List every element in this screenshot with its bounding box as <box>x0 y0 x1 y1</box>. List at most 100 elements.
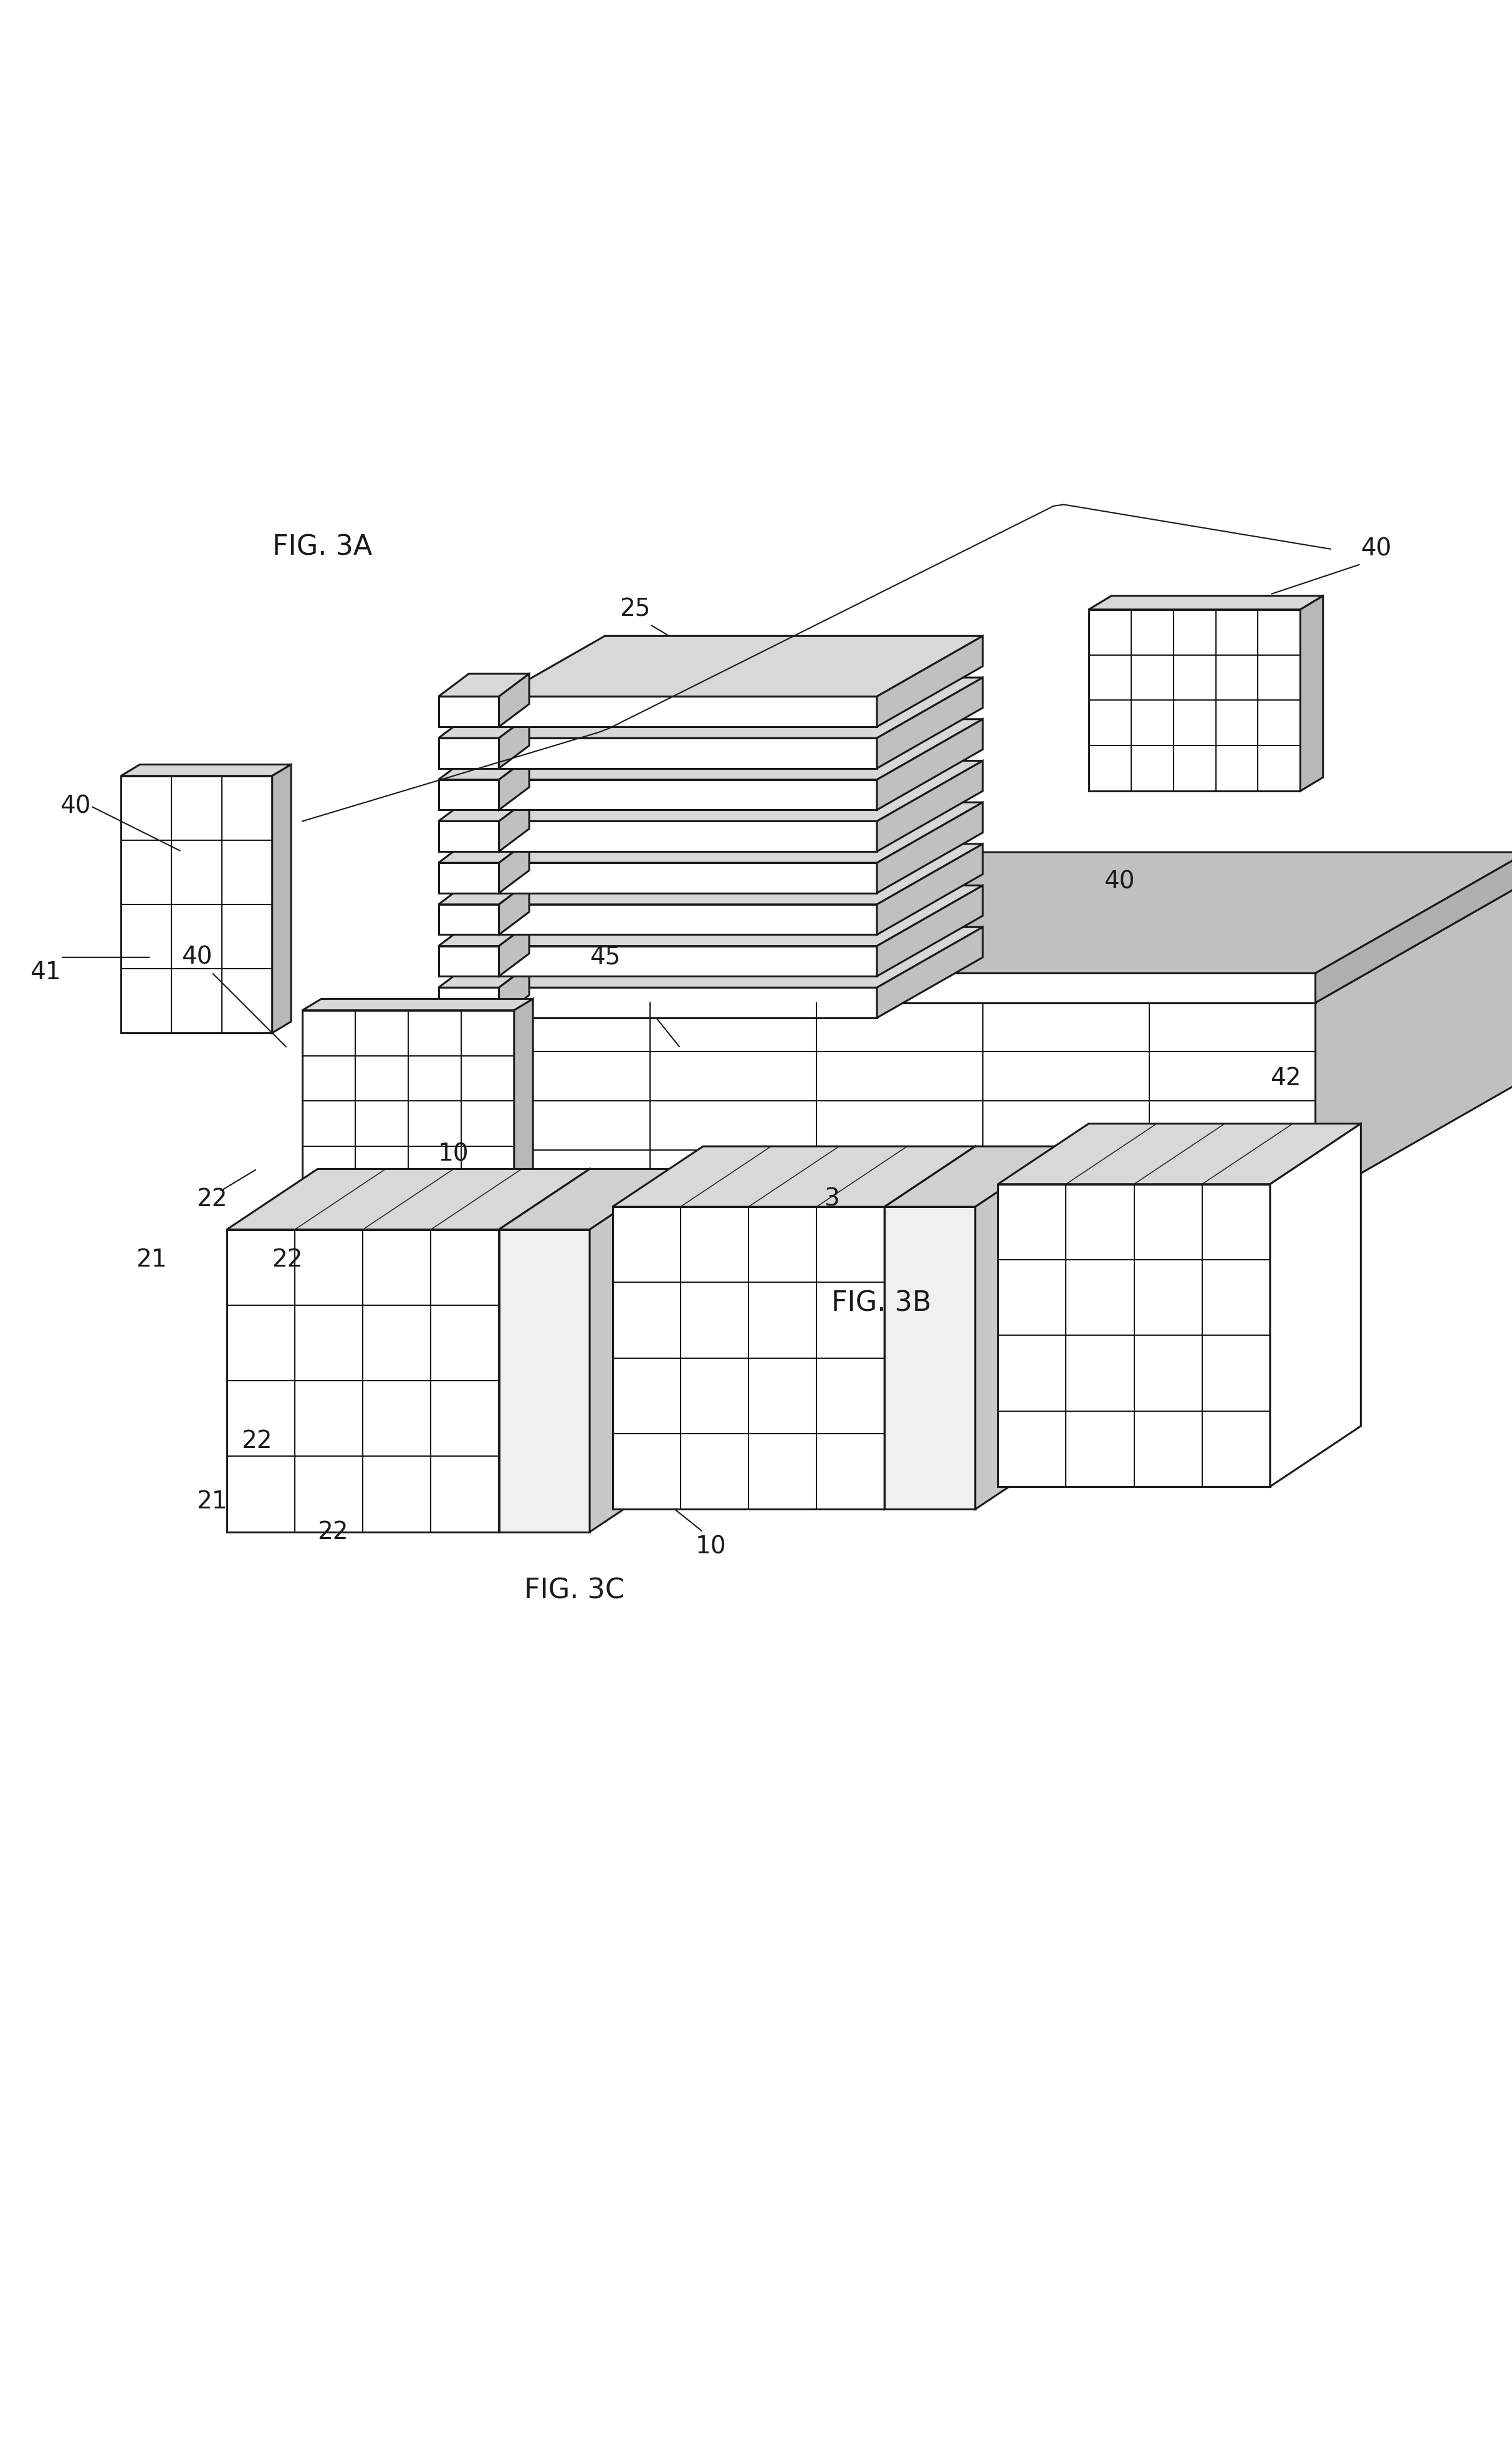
Polygon shape <box>1058 917 1240 1048</box>
Polygon shape <box>438 947 499 976</box>
Polygon shape <box>499 738 877 767</box>
Polygon shape <box>1089 595 1323 610</box>
Polygon shape <box>885 1146 1066 1207</box>
Polygon shape <box>499 799 529 851</box>
Polygon shape <box>877 718 983 809</box>
Text: 22: 22 <box>242 1429 272 1453</box>
Text: 40: 40 <box>1361 536 1391 561</box>
Polygon shape <box>590 1168 680 1532</box>
Polygon shape <box>499 922 529 976</box>
Polygon shape <box>499 821 877 851</box>
Text: 10: 10 <box>696 1534 726 1559</box>
Polygon shape <box>877 927 983 1018</box>
Polygon shape <box>877 802 983 893</box>
Polygon shape <box>227 1168 590 1230</box>
Text: 25: 25 <box>620 598 650 622</box>
Polygon shape <box>121 765 292 777</box>
Polygon shape <box>484 853 1512 974</box>
Polygon shape <box>499 802 983 863</box>
Polygon shape <box>499 674 529 728</box>
Polygon shape <box>438 883 529 905</box>
Polygon shape <box>499 841 529 893</box>
Polygon shape <box>438 780 499 809</box>
Polygon shape <box>121 777 272 1033</box>
Polygon shape <box>499 757 529 809</box>
Polygon shape <box>499 716 529 767</box>
Text: FIG. 3C: FIG. 3C <box>525 1576 624 1603</box>
Polygon shape <box>438 989 499 1018</box>
Polygon shape <box>499 760 983 821</box>
Polygon shape <box>438 799 529 821</box>
Polygon shape <box>499 679 983 738</box>
Polygon shape <box>975 1146 1066 1510</box>
Polygon shape <box>438 905 499 934</box>
Polygon shape <box>1315 883 1512 1200</box>
Polygon shape <box>499 1230 590 1532</box>
Polygon shape <box>227 1230 499 1532</box>
Polygon shape <box>499 905 877 934</box>
Polygon shape <box>514 998 534 1193</box>
Polygon shape <box>484 883 1512 1003</box>
Polygon shape <box>438 757 529 780</box>
Text: 42: 42 <box>1270 1067 1300 1089</box>
Polygon shape <box>1300 595 1323 792</box>
Polygon shape <box>423 1048 1058 1306</box>
Polygon shape <box>499 883 529 934</box>
Polygon shape <box>1270 1124 1361 1488</box>
Polygon shape <box>1315 853 1512 1003</box>
Polygon shape <box>877 760 983 851</box>
Polygon shape <box>438 674 529 696</box>
Polygon shape <box>499 1168 590 1532</box>
Polygon shape <box>499 885 983 947</box>
Polygon shape <box>438 738 499 767</box>
Polygon shape <box>438 696 499 728</box>
Polygon shape <box>438 841 529 863</box>
Polygon shape <box>499 696 877 728</box>
Polygon shape <box>438 863 499 893</box>
Polygon shape <box>877 637 983 728</box>
Text: FIG. 3A: FIG. 3A <box>272 534 372 561</box>
Polygon shape <box>499 843 983 905</box>
Polygon shape <box>438 964 529 989</box>
Polygon shape <box>885 1207 975 1510</box>
Polygon shape <box>998 1185 1270 1488</box>
Polygon shape <box>484 974 1315 1003</box>
Text: 21: 21 <box>136 1247 166 1271</box>
Text: FIG. 3B: FIG. 3B <box>832 1291 931 1316</box>
Text: 45: 45 <box>590 944 620 969</box>
Polygon shape <box>423 1023 1058 1048</box>
Polygon shape <box>877 885 983 976</box>
Polygon shape <box>877 679 983 767</box>
Text: 22: 22 <box>318 1520 348 1544</box>
Polygon shape <box>302 998 534 1011</box>
Polygon shape <box>499 780 877 809</box>
Polygon shape <box>612 1207 885 1510</box>
Polygon shape <box>877 843 983 934</box>
Polygon shape <box>438 821 499 851</box>
Text: 21: 21 <box>197 1490 227 1515</box>
Polygon shape <box>499 637 983 696</box>
Polygon shape <box>998 1124 1361 1185</box>
Polygon shape <box>499 718 983 780</box>
Polygon shape <box>499 989 877 1018</box>
Polygon shape <box>1058 942 1240 1306</box>
Polygon shape <box>885 1146 975 1510</box>
Text: 3: 3 <box>824 1188 839 1212</box>
Text: 40: 40 <box>1104 870 1134 893</box>
Text: 10: 10 <box>438 1141 469 1166</box>
Text: 22: 22 <box>272 1247 302 1271</box>
Polygon shape <box>438 922 529 947</box>
Polygon shape <box>499 927 983 989</box>
Polygon shape <box>499 1168 680 1230</box>
Polygon shape <box>272 765 292 1033</box>
Text: 40: 40 <box>60 794 91 819</box>
Polygon shape <box>499 947 877 976</box>
Text: 40: 40 <box>181 944 212 969</box>
Polygon shape <box>423 917 1240 1023</box>
Polygon shape <box>612 1146 975 1207</box>
Polygon shape <box>302 1011 514 1193</box>
Polygon shape <box>438 716 529 738</box>
Polygon shape <box>1089 610 1300 792</box>
Polygon shape <box>499 863 877 893</box>
Polygon shape <box>499 964 529 1018</box>
